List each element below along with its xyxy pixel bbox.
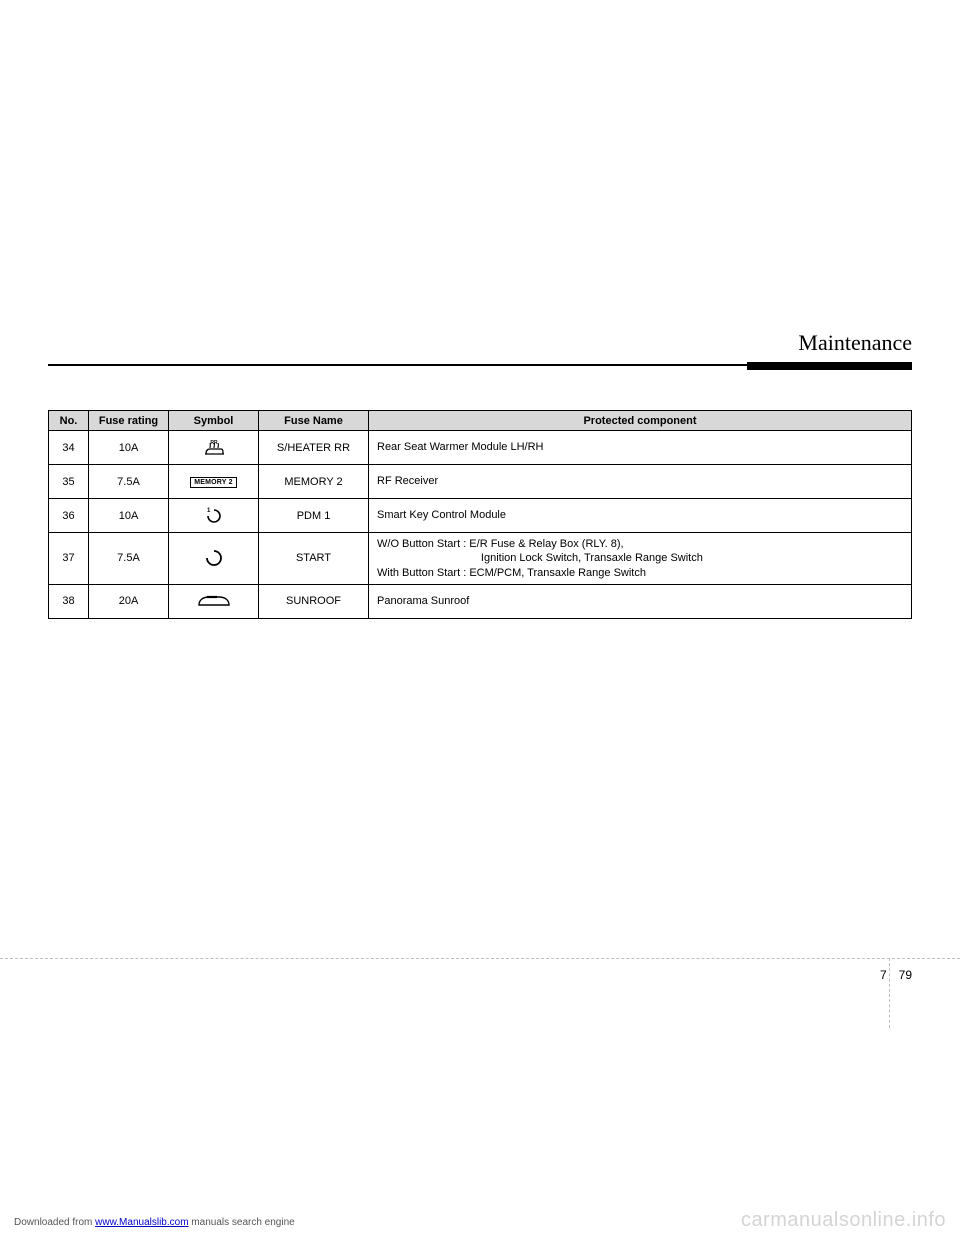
memory2-icon: MEMORY 2 [169, 465, 259, 499]
cell-fuse-name: S/HEATER RR [259, 431, 369, 465]
table-row: 34 10A RR S/HEATER RR Rear Seat W [49, 431, 912, 465]
page-page-number: 79 [899, 968, 912, 982]
cell-fuse-name: START [259, 533, 369, 585]
table-row: 38 20A SUNROOF Panorama Sunroof [49, 584, 912, 618]
cell-protected: Rear Seat Warmer Module LH/RH [369, 431, 912, 465]
cell-protected: W/O Button Start : E/R Fuse & Relay Box … [369, 533, 912, 585]
th-symbol: Symbol [169, 411, 259, 431]
cell-rating: 7.5A [89, 533, 169, 585]
cell-rating: 20A [89, 584, 169, 618]
th-fuse-name: Fuse Name [259, 411, 369, 431]
pdm1-icon: 1 [169, 499, 259, 533]
watermark: carmanualsonline.info [741, 1209, 946, 1232]
th-no: No. [49, 411, 89, 431]
memory2-label: MEMORY 2 [190, 477, 237, 488]
th-rating: Fuse rating [89, 411, 169, 431]
cell-rating: 10A [89, 499, 169, 533]
footer-prefix: Downloaded from [14, 1217, 95, 1228]
footer-link[interactable]: www.Manualslib.com [95, 1217, 188, 1228]
cell-fuse-name: PDM 1 [259, 499, 369, 533]
cell-rating: 10A [89, 431, 169, 465]
page-number: 7 79 [880, 968, 912, 982]
cell-no: 37 [49, 533, 89, 585]
section-title: Maintenance [48, 330, 912, 366]
cell-no: 34 [49, 431, 89, 465]
seat-heater-rr-icon: RR [169, 431, 259, 465]
fuse-table: No. Fuse rating Symbol Fuse Name Protect… [48, 410, 912, 619]
cell-protected: Panorama Sunroof [369, 584, 912, 618]
table-row: 36 10A 1 PDM 1 Smart Key Control Module [49, 499, 912, 533]
cell-fuse-name: SUNROOF [259, 584, 369, 618]
page-section-number: 7 [880, 968, 887, 982]
table-header: No. Fuse rating Symbol Fuse Name Protect… [49, 411, 912, 431]
start-icon [169, 533, 259, 585]
cell-no: 36 [49, 499, 89, 533]
page-root: Maintenance No. Fuse rating Symbol Fuse … [0, 0, 960, 1242]
th-protected: Protected component [369, 411, 912, 431]
content-area: Maintenance No. Fuse rating Symbol Fuse … [48, 330, 912, 619]
table-body: 34 10A RR S/HEATER RR Rear Seat W [49, 431, 912, 619]
svg-text:1: 1 [207, 508, 211, 514]
cell-protected: Smart Key Control Module [369, 499, 912, 533]
cell-rating: 7.5A [89, 465, 169, 499]
cell-fuse-name: MEMORY 2 [259, 465, 369, 499]
guide-dashed-horizontal [0, 958, 960, 959]
sunroof-icon [169, 584, 259, 618]
footer-source: Downloaded from www.Manualslib.com manua… [14, 1217, 295, 1228]
footer-suffix: manuals search engine [189, 1217, 295, 1228]
cell-no: 35 [49, 465, 89, 499]
table-row: 37 7.5A START W/O Button Start : E/R Fus… [49, 533, 912, 585]
table-row: 35 7.5A MEMORY 2 MEMORY 2 RF Receiver [49, 465, 912, 499]
cell-no: 38 [49, 584, 89, 618]
cell-protected: RF Receiver [369, 465, 912, 499]
